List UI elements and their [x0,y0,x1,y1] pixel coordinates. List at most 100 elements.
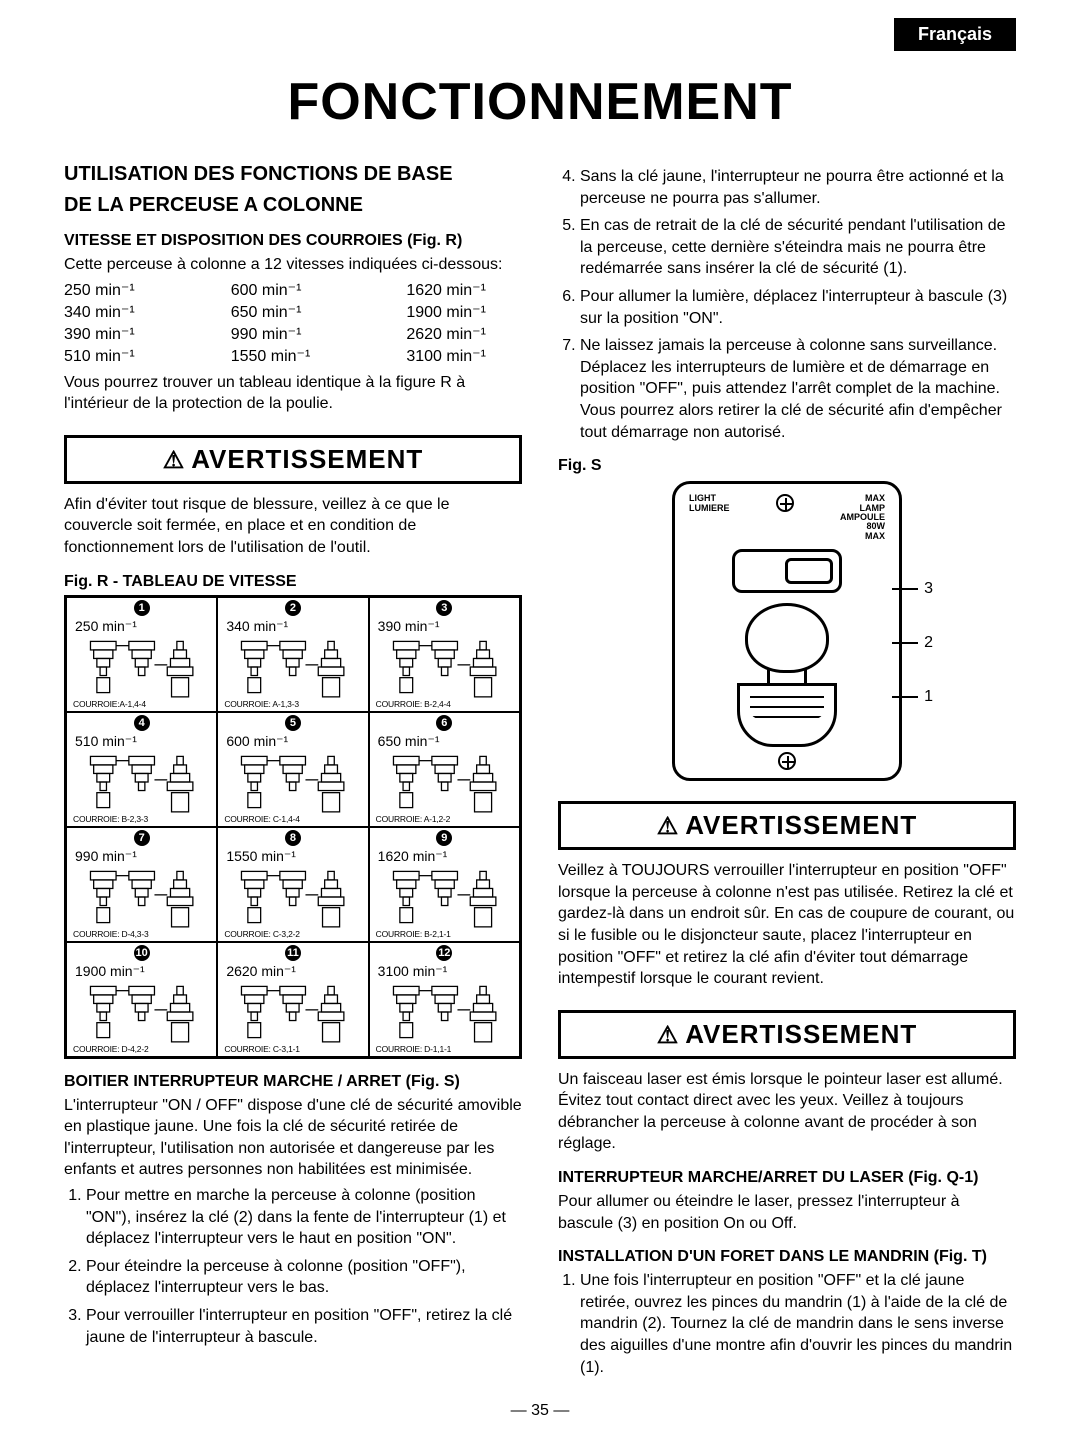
warning-label: AVERTISSEMENT [685,1019,917,1049]
two-column-layout: UTILISATION DES FONCTIONS DE BASE DE LA … [64,162,1016,1384]
cell-speed: 390 min⁻¹ [378,618,440,635]
subheading-laser-switch: INTERRUPTEUR MARCHE/ARRET DU LASER (Fig.… [558,1169,1016,1187]
cell-belt-code: COURROIE: D-4,2-2 [73,1044,148,1054]
fig-r-title: Fig. R - TABLEAU DE VITESSE [64,573,522,591]
laser-switch-text: Pour allumer ou éteindre le laser, press… [558,1191,1016,1234]
pulley-diagram [222,865,363,929]
cell-index-badge: 1 [134,600,150,616]
subheading-speed-belts: VITESSE ET DISPOSITION DES COURROIES (Fi… [64,232,522,250]
switch-steps-list-continued: Sans la clé jaune, l'interrupteur ne pou… [558,166,1016,443]
list-item: Une fois l'interrupteur en position "OFF… [580,1270,1016,1378]
pulley-diagram [222,750,363,814]
cell-index-badge: 7 [134,830,150,846]
warning-box-2: ⚠AVERTISSEMENT [558,801,1016,850]
switch-box-text: L'interrupteur "ON / OFF" dispose d'une … [64,1095,522,1181]
cell-index-badge: 4 [134,715,150,731]
pulley-diagram [71,865,212,929]
screw-icon [778,752,796,770]
speed-value: 1900 min⁻¹ [406,302,522,322]
pulley-diagram [222,635,363,699]
cell-belt-code: COURROIE:A-1,4-4 [73,699,146,709]
subheading-switch-box: BOITIER INTERRUPTEUR MARCHE / ARRET (Fig… [64,1073,522,1091]
list-item: Pour mettre en marche la perceuse à colo… [86,1185,522,1250]
pulley-diagram [71,635,212,699]
callout-1: 1 [924,688,933,706]
cell-speed: 1900 min⁻¹ [75,963,145,980]
fig-r-cell: 4 510 min⁻¹ COURROIE: B-2,3-3 [66,712,217,827]
section-heading-basic-use-line2: DE LA PERCEUSE A COLONNE [64,193,522,218]
fig-s-switch-panel: LIGHT LUMIERE MAX LAMP AMPOULE 80W MAX 3… [672,481,902,781]
speed-value: 1550 min⁻¹ [231,346,347,366]
speed-list-grid: 250 min⁻¹ 600 min⁻¹ 1620 min⁻¹ 340 min⁻¹… [64,280,522,366]
warning-box-1: ⚠AVERTISSEMENT [64,435,522,484]
cell-index-badge: 12 [436,945,452,961]
left-column: UTILISATION DES FONCTIONS DE BASE DE LA … [64,162,522,1384]
fig-s-lamp-label: MAX LAMP AMPOULE 80W MAX [840,494,885,541]
cell-belt-code: COURROIE: D-4,3-3 [73,929,148,939]
fig-r-cell: 11 2620 min⁻¹ COURROIE: C-3,1-1 [217,942,368,1057]
language-tab: Français [894,18,1016,51]
cell-index-badge: 6 [436,715,452,731]
cell-speed: 1620 min⁻¹ [378,848,448,865]
fig-r-cell: 101900 min⁻¹ COURROIE: D-4,2-2 [66,942,217,1057]
cell-index-badge: 11 [285,945,301,961]
fig-r-cell: 5 600 min⁻¹ COURROIE: C-1,4-4 [217,712,368,827]
speed-value: 390 min⁻¹ [64,324,171,344]
list-item: Sans la clé jaune, l'interrupteur ne pou… [580,166,1016,209]
pulley-diagram [71,750,212,814]
speed-value: 990 min⁻¹ [231,324,347,344]
pulley-diagram [374,865,515,929]
pulley-diagram [222,980,363,1044]
warning-3-text: Un faisceau laser est émis lorsque le po… [558,1069,1016,1155]
fig-r-cell: 6650 min⁻¹ COURROIE: A-1,2-2 [369,712,520,827]
cell-speed: 340 min⁻¹ [226,618,288,635]
section-heading-basic-use-line1: UTILISATION DES FONCTIONS DE BASE [64,162,522,187]
speed-value: 600 min⁻¹ [231,280,347,300]
fig-r-cell: 2 340 min⁻¹ COURROIE: A-1,3-3 [217,597,368,712]
fig-s-light-label: LIGHT LUMIERE [689,494,730,541]
cell-speed: 510 min⁻¹ [75,733,137,750]
fig-r-cell: 7 990 min⁻¹ COURROIE: D-4,3-3 [66,827,217,942]
pulley-diagram [374,750,515,814]
cell-index-badge: 9 [436,830,452,846]
speed-value: 650 min⁻¹ [231,302,347,322]
fig-r-cell: 91620 min⁻¹ COURROIE: B-2,1-1 [369,827,520,942]
speed-value: 510 min⁻¹ [64,346,171,366]
cell-belt-code: COURROIE: A-1,3-3 [224,699,299,709]
warning-label: AVERTISSEMENT [191,444,423,474]
list-item: Pour allumer la lumière, déplacez l'inte… [580,286,1016,329]
cell-speed: 990 min⁻¹ [75,848,137,865]
warning-label: AVERTISSEMENT [685,810,917,840]
speed-value: 250 min⁻¹ [64,280,171,300]
speed-intro-text: Cette perceuse à colonne a 12 vitesses i… [64,254,522,276]
fig-r-cell: 3390 min⁻¹ COURROIE: B-2,4-4 [369,597,520,712]
switch-steps-list: Pour mettre en marche la perceuse à colo… [64,1185,522,1348]
speed-note-text: Vous pourrez trouver un tableau identiqu… [64,372,522,415]
warning-icon: ⚠ [657,1022,680,1049]
fig-s-title: Fig. S [558,457,1016,475]
fig-s-wrapper: LIGHT LUMIERE MAX LAMP AMPOULE 80W MAX 3… [558,481,1016,781]
cell-speed: 600 min⁻¹ [226,733,288,750]
fig-r-speed-table: 1250 min⁻¹ COURROIE:A-1,4-42340 min⁻¹ [64,595,522,1059]
warning-1-text: Afin d'éviter tout risque de blessure, v… [64,494,522,559]
fig-s-top-row: LIGHT LUMIERE MAX LAMP AMPOULE 80W MAX [689,494,885,541]
chuck-steps-list: Une fois l'interrupteur en position "OFF… [558,1270,1016,1378]
cell-belt-code: COURROIE: C-3,1-1 [224,1044,299,1054]
cell-index-badge: 2 [285,600,301,616]
cell-belt-code: COURROIE: C-1,4-4 [224,814,299,824]
fig-s-light-switch [732,549,842,593]
list-item: Ne laissez jamais la perceuse à colonne … [580,335,1016,443]
list-item: Pour verrouiller l'interrupteur en posit… [86,1305,522,1348]
cell-speed: 2620 min⁻¹ [226,963,296,980]
cell-belt-code: COURROIE: B-2,3-3 [73,814,148,824]
page-number: — 35 — [64,1402,1016,1420]
callout-2: 2 [924,634,933,652]
fig-r-cell: 123100 min⁻¹ COURROIE: D-1,1-1 [369,942,520,1057]
cell-speed: 3100 min⁻¹ [378,963,448,980]
warning-icon: ⚠ [163,447,186,474]
list-item: En cas de retrait de la clé de sécurité … [580,215,1016,280]
list-item: Pour éteindre la perceuse à colonne (pos… [86,1256,522,1299]
pulley-diagram [374,635,515,699]
fig-s-key-switch [727,603,847,753]
cell-index-badge: 5 [285,715,301,731]
